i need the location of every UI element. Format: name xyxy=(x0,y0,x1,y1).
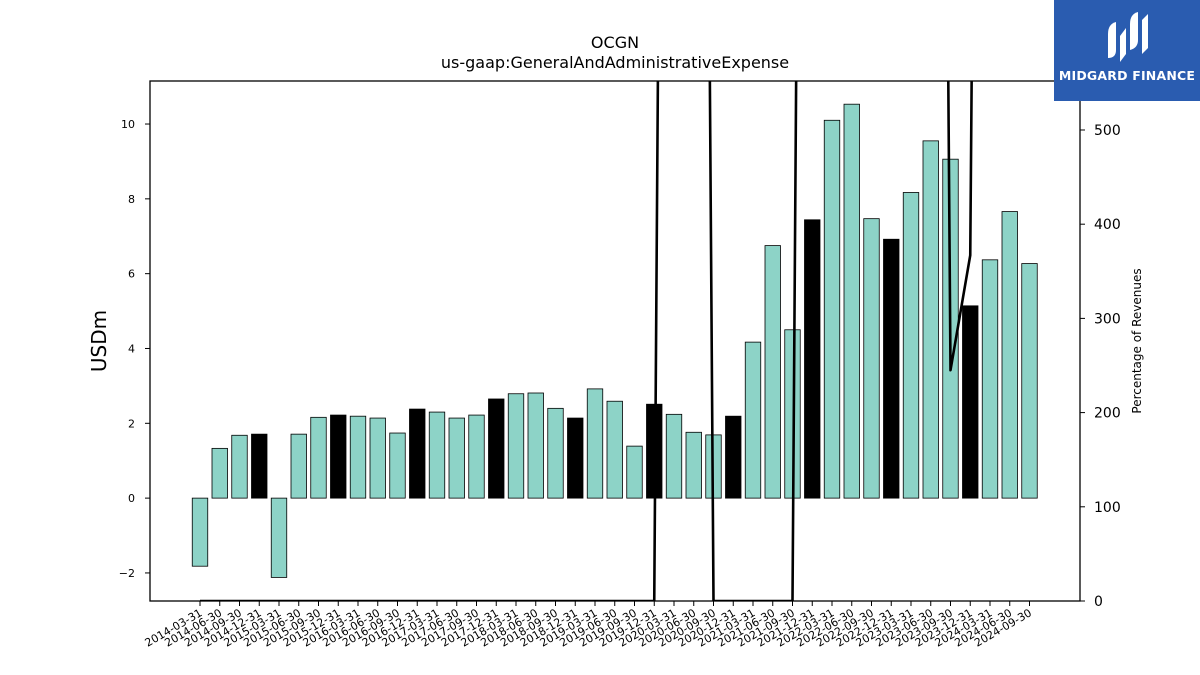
y2-tick-label: 300 xyxy=(1094,311,1121,327)
bar-2019-03-31 xyxy=(586,388,604,499)
bar-2023-06-30 xyxy=(922,140,939,499)
bar-2016-03-31 xyxy=(349,415,367,499)
bar-2015-09-30 xyxy=(310,416,327,499)
bar-2022-06-30 xyxy=(843,103,860,499)
bar-2015-03-31 xyxy=(270,497,288,578)
y-tick-label: 2 xyxy=(128,417,135,430)
bar-2015-06-30 xyxy=(290,433,307,499)
y2-tick-label: 400 xyxy=(1094,217,1121,233)
chart-subtitle: us-gaap:GeneralAndAdministrativeExpense xyxy=(441,53,789,72)
bar-2014-06-30 xyxy=(211,447,228,499)
y-tick-label: 6 xyxy=(128,268,135,281)
bar-2019-09-30 xyxy=(626,445,643,499)
bar-2021-12-31 xyxy=(804,219,821,499)
bar-2018-09-30 xyxy=(547,407,564,499)
bar-2016-06-30 xyxy=(369,417,386,499)
y-tick-label: −2 xyxy=(119,567,135,580)
bar-2024-06-30 xyxy=(1001,211,1018,499)
bar-2018-06-30 xyxy=(527,392,544,499)
bar-2017-12-31 xyxy=(488,398,505,499)
y-tick-label: 10 xyxy=(121,118,135,131)
bar-2017-03-31 xyxy=(428,411,446,499)
y-axis-right: 0 100 200 300 400 500 xyxy=(1080,123,1121,610)
bar-2018-03-31 xyxy=(507,393,525,499)
bar-2020-06-30 xyxy=(685,431,702,499)
y-tick-label: 0 xyxy=(128,492,135,505)
bar-2017-06-30 xyxy=(448,417,465,499)
y-tick-label: 4 xyxy=(128,342,135,355)
bar-2014-12-31 xyxy=(251,433,268,499)
bar-2023-03-31 xyxy=(902,192,920,499)
bar-2014-03-31 xyxy=(191,497,209,567)
logo: MIDGARD FINANCE xyxy=(1054,0,1200,101)
bar-2022-03-31 xyxy=(823,119,841,499)
bar-2016-09-30 xyxy=(389,432,406,499)
y-axis-label: USDm xyxy=(87,310,111,372)
chart-title: OCGN xyxy=(591,33,639,52)
bar-2018-12-31 xyxy=(567,417,584,499)
logo-mark-icon xyxy=(1108,12,1148,62)
bar-2020-12-31 xyxy=(725,415,742,499)
bars xyxy=(191,103,1038,578)
plot-frame xyxy=(149,80,1081,602)
bar-2024-09-30 xyxy=(1021,263,1038,499)
bar-2019-06-30 xyxy=(606,400,623,499)
bar-2017-09-30 xyxy=(468,414,485,499)
y2-tick-label: 100 xyxy=(1094,500,1121,516)
y2-tick-label: 500 xyxy=(1094,123,1121,139)
bar-2022-09-30 xyxy=(863,218,880,499)
x-axis: 2014-03-312014-06-302014-09-302014-12-31… xyxy=(143,601,1034,650)
y-tick-label: 8 xyxy=(128,193,135,206)
bar-2023-12-31 xyxy=(962,305,979,499)
bar-2020-03-31 xyxy=(665,413,683,499)
bar-2024-03-31 xyxy=(981,259,999,499)
bar-2021-06-30 xyxy=(764,245,781,499)
bar-2015-12-31 xyxy=(330,414,347,499)
bar-2022-12-31 xyxy=(883,238,900,499)
y2-axis-label: Percentage of Revenues xyxy=(1130,268,1144,413)
y2-tick-label: 200 xyxy=(1094,406,1121,422)
logo-text: MIDGARD FINANCE xyxy=(1058,68,1196,83)
y2-tick-label: 0 xyxy=(1094,594,1103,610)
bar-2016-12-31 xyxy=(409,408,426,499)
bar-2014-09-30 xyxy=(231,434,248,499)
y-axis-left: −2 0 2 4 6 8 10 xyxy=(119,118,150,580)
bar-2021-03-31 xyxy=(744,341,762,499)
